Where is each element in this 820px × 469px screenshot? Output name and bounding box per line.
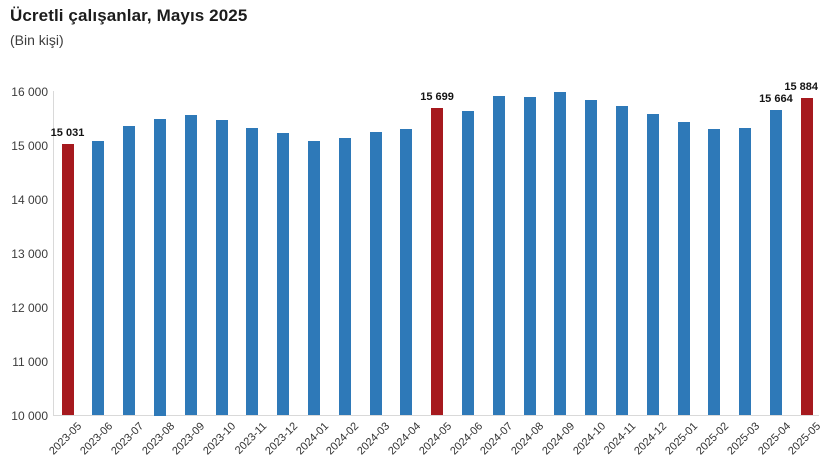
x-axis-tick-label: 2024-04 (386, 420, 424, 458)
bar (554, 92, 567, 416)
bar-highlighted (61, 143, 74, 416)
y-axis-tick-label: 16 000 (11, 84, 48, 99)
bar (585, 99, 598, 416)
bar-highlighted (431, 107, 444, 416)
bar-value-label: 15 664 (759, 92, 793, 105)
bar (246, 128, 259, 416)
bar (492, 95, 505, 416)
bar-value-label: 15 699 (420, 90, 454, 103)
x-axis-tick-label: 2023-09 (170, 420, 208, 458)
bar (400, 129, 413, 416)
bar (677, 122, 690, 416)
x-axis-tick-label: 2023-06 (78, 420, 116, 458)
x-axis-tick-label: 2024-08 (509, 420, 547, 458)
y-axis-tick-label: 10 000 (11, 408, 48, 423)
x-axis-tick-label: 2025-04 (755, 420, 793, 458)
bar-value-label: 15 884 (784, 80, 818, 93)
chart-title: Ücretli çalışanlar, Mayıs 2025 (10, 6, 248, 25)
y-axis-tick-label: 11 000 (12, 354, 48, 369)
bar (153, 118, 166, 416)
x-axis-tick-label: 2024-10 (570, 420, 608, 458)
bar (338, 138, 351, 416)
x-axis-tick-label: 2024-03 (355, 420, 393, 458)
y-axis-tick-label: 15 000 (11, 138, 48, 153)
x-axis-tick-label: 2024-11 (602, 420, 639, 457)
bar (184, 114, 197, 416)
x-axis-tick-label: 2024-05 (416, 420, 454, 458)
x-axis-tick-label: 2024-06 (447, 420, 485, 458)
y-axis-tick-label: 13 000 (11, 246, 48, 261)
bar (307, 141, 320, 416)
bar (769, 109, 782, 416)
x-axis-tick-label: 2025-02 (694, 420, 732, 458)
x-axis-tick-label: 2025-01 (663, 420, 701, 458)
x-axis-line (53, 415, 819, 416)
bar (215, 120, 228, 416)
x-axis-tick-label: 2024-09 (540, 420, 578, 458)
bar (92, 140, 105, 416)
bar (277, 132, 290, 416)
bar (646, 114, 659, 416)
bar (708, 129, 721, 416)
x-axis-tick-label: 2025-03 (724, 420, 762, 458)
y-axis-tick-label: 14 000 (11, 192, 48, 207)
x-axis-tick-label: 2023-10 (201, 420, 239, 458)
bar (523, 96, 536, 416)
bar-value-label: 15 031 (50, 126, 85, 139)
x-axis-tick-label: 2023-05 (47, 420, 85, 458)
y-axis-line (53, 91, 54, 416)
bar (615, 106, 628, 416)
x-axis-tick-label: 2024-07 (478, 420, 516, 458)
x-axis-tick-label: 2024-12 (632, 420, 670, 458)
bar (461, 111, 474, 416)
x-axis-tick-label: 2024-02 (324, 420, 362, 458)
x-axis-tick-label: 2023-07 (108, 420, 146, 458)
bar (123, 126, 136, 416)
chart-subtitle: (Bin kişi) (10, 32, 64, 48)
x-axis-tick-label: 2023-12 (262, 420, 300, 458)
y-axis-tick-label: 12 000 (11, 300, 48, 315)
x-axis-tick-label: 2024-01 (293, 420, 331, 458)
bar-highlighted (800, 97, 813, 416)
x-axis-tick-label: 2025-05 (786, 420, 820, 458)
bar (739, 127, 752, 416)
bar (369, 132, 382, 416)
x-axis-tick-label: 2023-11 (232, 420, 270, 457)
x-axis-tick-label: 2023-08 (139, 420, 177, 458)
